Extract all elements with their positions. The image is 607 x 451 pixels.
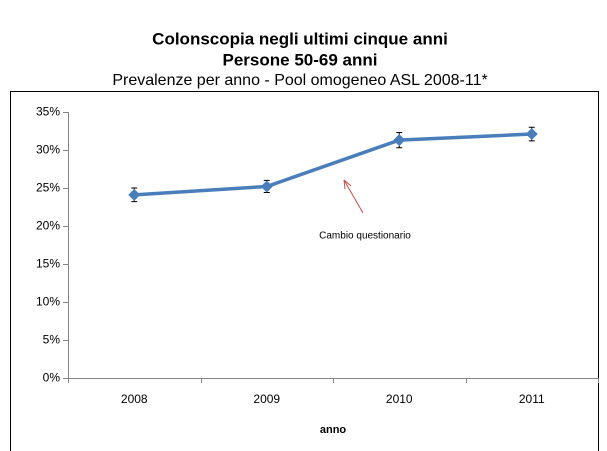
y-tick-label: 25% <box>36 181 60 195</box>
x-tick-label: 2010 <box>386 392 413 406</box>
x-tick-label: 2011 <box>519 392 545 406</box>
chart-title-line: Persone 50-69 anni <box>223 50 378 69</box>
chart-title: Colonscopia negli ultimi cinque anni <box>152 29 448 48</box>
line <box>134 132 532 197</box>
chart-frame <box>10 91 599 451</box>
annotation: Cambio questionario <box>319 231 411 242</box>
y-tick-label: 10% <box>36 295 60 309</box>
chart-subtitle: Prevalenze per anno - Pool omogeneo ASL … <box>112 72 487 89</box>
x-tick-label: 2009 <box>253 392 280 406</box>
y-tick-label: 15% <box>36 257 60 271</box>
y-tick-label: 20% <box>36 219 60 233</box>
x-axis-label: anno <box>320 424 347 436</box>
y-tick-label: 5% <box>43 333 61 347</box>
marker <box>128 188 141 201</box>
marker <box>260 180 273 193</box>
y-tick-label: 30% <box>36 143 60 157</box>
y-tick-label: 0% <box>43 371 61 385</box>
marker <box>525 128 538 141</box>
marker <box>393 134 406 147</box>
annotation-arrowhead <box>343 179 352 190</box>
y-tick-label: 35% <box>36 105 60 119</box>
annotation-arrow <box>343 179 364 214</box>
x-tick-label: 2008 <box>121 392 148 406</box>
